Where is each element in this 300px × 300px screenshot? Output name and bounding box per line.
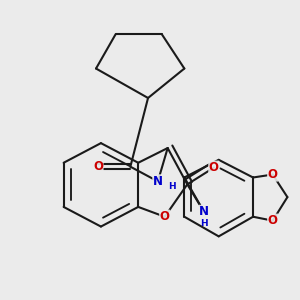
Text: O: O	[160, 210, 170, 223]
Text: O: O	[93, 160, 103, 173]
Text: H: H	[168, 182, 176, 191]
Text: N: N	[199, 205, 209, 218]
Text: O: O	[209, 161, 219, 174]
Text: N: N	[153, 175, 163, 188]
Text: H: H	[200, 218, 208, 227]
Text: O: O	[268, 214, 278, 227]
Text: O: O	[268, 168, 278, 181]
